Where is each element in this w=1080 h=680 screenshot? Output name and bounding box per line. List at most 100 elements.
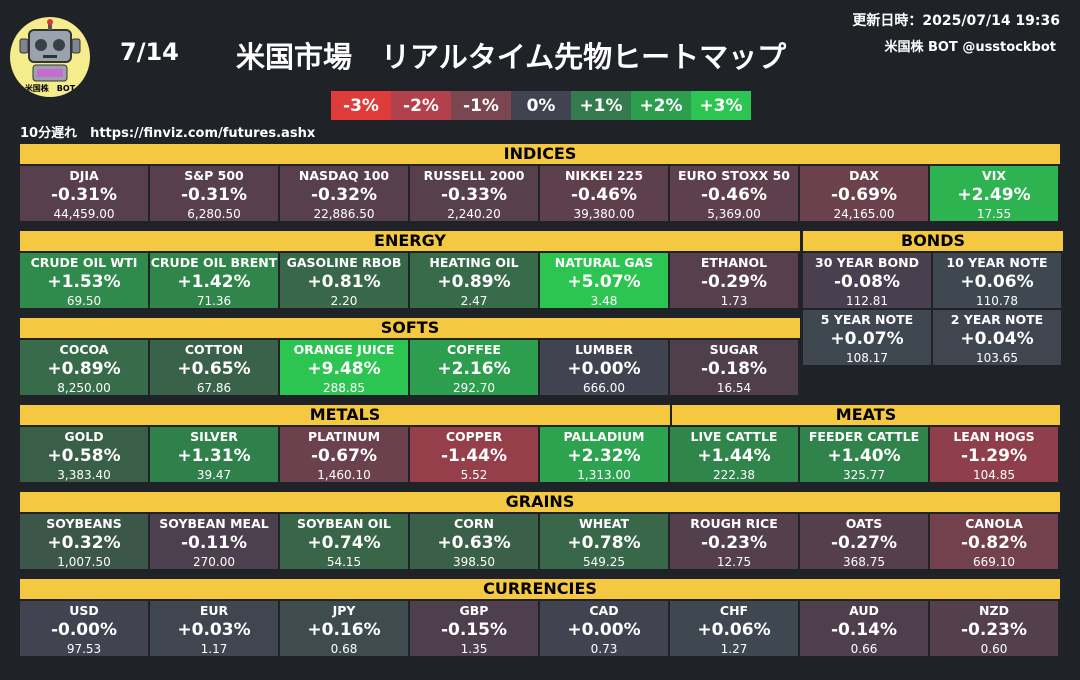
ticker-change: +0.74% — [307, 533, 381, 553]
ticker-name: 10 YEAR NOTE — [946, 256, 1048, 270]
ticker-price: 5.52 — [460, 468, 488, 482]
ticker-price: 3,383.40 — [57, 468, 111, 482]
ticker-price: 71.36 — [196, 294, 232, 308]
ticker-name: DJIA — [69, 169, 99, 183]
ticker-price: 54.15 — [326, 555, 362, 569]
ticker-change: -0.46% — [700, 185, 768, 205]
ticker-price: 24,165.00 — [833, 207, 895, 221]
ticker-change: +0.63% — [437, 533, 511, 553]
ticker-tile: SUGAR -0.18% 16.54 — [670, 340, 800, 397]
ticker-price: 1,313.00 — [577, 468, 631, 482]
section-currencies: CURRENCIES USD -0.00% 97.53 EUR +0.03% 1.17 JP… — [20, 579, 1060, 658]
tiles-currencies: USD -0.00% 97.53 EUR +0.03% 1.17 JPY +0.16% 0.68… — [20, 601, 1060, 658]
ticker-tile: PLATINUM -0.67% 1,460.10 — [280, 427, 410, 484]
ticker-name: GOLD — [64, 430, 104, 444]
ticker-price: 39,380.00 — [573, 207, 635, 221]
tiles-indices: DJIA -0.31% 44,459.00 S&P 500 -0.31% 6,280.50… — [20, 166, 1060, 223]
ticker-tile: 30 YEAR BOND -0.08% 112.81 — [803, 253, 933, 310]
ticker-change: +2.16% — [437, 359, 511, 379]
ticker-price: 2.47 — [460, 294, 488, 308]
ticker-price: 2,240.20 — [447, 207, 501, 221]
updated-timestamp: 更新日時：2025/07/14 19:36 — [852, 13, 1060, 29]
ticker-price: 669.10 — [973, 555, 1015, 569]
ticker-name: JPY — [332, 604, 356, 618]
section-title-currencies: CURRENCIES — [20, 579, 1060, 599]
ticker-name: ROUGH RICE — [690, 517, 778, 531]
ticker-price: 5,369.00 — [707, 207, 761, 221]
section-title-grains: GRAINS — [20, 492, 1060, 512]
ticker-change: -0.00% — [50, 620, 118, 640]
ticker-name: NATURAL GAS — [554, 256, 654, 270]
legend-cell: +2% — [631, 91, 691, 120]
ticker-change: -0.33% — [440, 185, 508, 205]
ticker-name: GBP — [459, 604, 489, 618]
ticker-tile: GOLD +0.58% 3,383.40 — [20, 427, 150, 484]
ticker-price: 16.54 — [716, 381, 752, 395]
ticker-name: SOYBEAN OIL — [296, 517, 392, 531]
ticker-price: 1,007.50 — [57, 555, 111, 569]
ticker-change: +0.03% — [177, 620, 251, 640]
ticker-tile: NATURAL GAS +5.07% 3.48 — [540, 253, 670, 310]
ticker-tile: DAX -0.69% 24,165.00 — [800, 166, 930, 223]
ticker-change: -0.23% — [960, 620, 1028, 640]
ticker-tile: JPY +0.16% 0.68 — [280, 601, 410, 658]
ticker-name: COFFEE — [447, 343, 501, 357]
section-title-indices: INDICES — [20, 144, 1060, 164]
ticker-tile: S&P 500 -0.31% 6,280.50 — [150, 166, 280, 223]
ticker-change: -0.46% — [570, 185, 638, 205]
ticker-price: 398.50 — [453, 555, 495, 569]
ticker-name: NIKKEI 225 — [564, 169, 644, 183]
ticker-change: -0.15% — [440, 620, 508, 640]
section-title-softs: SOFTS — [20, 318, 800, 338]
ticker-change: +0.07% — [830, 329, 904, 349]
section-title-energy: ENERGY — [20, 231, 800, 251]
ticker-change: +0.04% — [960, 329, 1034, 349]
section-title-meats: MEATS — [670, 405, 1060, 425]
ticker-price: 12.75 — [716, 555, 752, 569]
section-indices: INDICES DJIA -0.31% 44,459.00 S&P 500 -0.31%… — [20, 144, 1060, 223]
ticker-change: +0.06% — [960, 272, 1034, 292]
ticker-name: COTTON — [184, 343, 244, 357]
ticker-tile: DJIA -0.31% 44,459.00 — [20, 166, 150, 223]
ticker-tile: NASDAQ 100 -0.32% 22,886.50 — [280, 166, 410, 223]
section-metals-meats: METALS MEATS GOLD +0.58% 3,383.40 SILVER +1.… — [20, 405, 1060, 484]
ticker-tile: 5 YEAR NOTE +0.07% 108.17 — [803, 310, 933, 367]
ticker-name: LUMBER — [575, 343, 633, 357]
ticker-change: +1.31% — [177, 446, 251, 466]
ticker-change: -0.82% — [960, 533, 1028, 553]
ticker-name: SOYBEAN MEAL — [159, 517, 269, 531]
ticker-name: 2 YEAR NOTE — [950, 313, 1044, 327]
ticker-name: CANOLA — [965, 517, 1023, 531]
ticker-change: +0.58% — [47, 446, 121, 466]
ticker-name: 5 YEAR NOTE — [820, 313, 914, 327]
ticker-name: COCOA — [59, 343, 109, 357]
section-title-bonds: BONDS — [803, 231, 1063, 251]
tiles-grains: SOYBEANS +0.32% 1,007.50 SOYBEAN MEAL -0.11%… — [20, 514, 1060, 571]
ticker-change: +1.53% — [47, 272, 121, 292]
robot-icon — [19, 19, 81, 82]
section-softs: SOFTS COCOA +0.89% 8,250.00 COTTON +0.65% 67.… — [20, 318, 800, 397]
ticker-tile: EURO STOXX 50 -0.46% 5,369.00 — [670, 166, 800, 223]
ticker-tile: LIVE CATTLE +1.44% 222.38 — [670, 427, 800, 484]
ticker-name: S&P 500 — [184, 169, 244, 183]
ticker-change: +1.42% — [177, 272, 251, 292]
ticker-name: AUD — [849, 604, 879, 618]
section-bonds: BONDS 30 YEAR BOND -0.08% 112.81 10 YEAR NO… — [803, 231, 1063, 367]
ticker-price: 69.50 — [66, 294, 102, 308]
ticker-tile: USD -0.00% 97.53 — [20, 601, 150, 658]
ticker-tile: FEEDER CATTLE +1.40% 325.77 — [800, 427, 930, 484]
ticker-change: -0.18% — [700, 359, 768, 379]
ticker-change: -0.67% — [310, 446, 378, 466]
ticker-price: 6,280.50 — [187, 207, 241, 221]
ticker-price: 39.47 — [196, 468, 232, 482]
ticker-change: -0.69% — [830, 185, 898, 205]
page-title: 米国市場 リアルタイム先物ヒートマップ — [236, 40, 787, 74]
ticker-tile: CRUDE OIL BRENT +1.42% 71.36 — [150, 253, 280, 310]
ticker-tile: EUR +0.03% 1.17 — [150, 601, 280, 658]
ticker-price: 44,459.00 — [53, 207, 115, 221]
tiles-energy: CRUDE OIL WTI +1.53% 69.50 CRUDE OIL BRENT +… — [20, 253, 800, 310]
ticker-change: -0.31% — [50, 185, 118, 205]
ticker-tile: COTTON +0.65% 67.86 — [150, 340, 280, 397]
ticker-change: +0.89% — [437, 272, 511, 292]
ticker-name: SOYBEANS — [46, 517, 122, 531]
